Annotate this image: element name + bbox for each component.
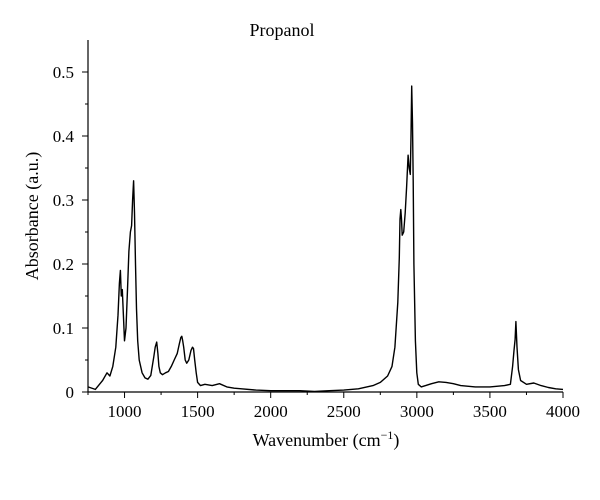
y-tick-label: 0.1	[53, 319, 74, 338]
y-tick-label: 0.5	[53, 63, 74, 82]
x-axis-title: Wavenumber (cm−1)	[253, 428, 400, 451]
x-tick-label: 2000	[254, 402, 288, 421]
x-ticks: 1000 1500 2000 2500 3000 3500 4000	[87, 392, 580, 421]
y-tick-label: 0.4	[53, 127, 75, 146]
x-axis-title-superscript: −1	[381, 428, 394, 442]
chart-title: Propanol	[250, 20, 315, 40]
y-tick-label: 0.2	[53, 255, 74, 274]
axes	[87, 40, 563, 393]
x-tick-label: 4000	[546, 402, 580, 421]
y-tick-label: 0.3	[53, 191, 74, 210]
x-tick-label: 2500	[327, 402, 361, 421]
y-tick-label: 0	[66, 383, 75, 402]
x-tick-label: 1000	[108, 402, 142, 421]
y-axis-title: Absorbance (a.u.)	[22, 152, 43, 280]
x-tick-label: 3000	[400, 402, 434, 421]
series-line	[87, 85, 564, 393]
x-tick-label: 1500	[181, 402, 215, 421]
x-tick-label: 3500	[473, 402, 507, 421]
y-ticks: 0 0.1 0.2 0.3 0.4 0.5	[53, 63, 88, 402]
